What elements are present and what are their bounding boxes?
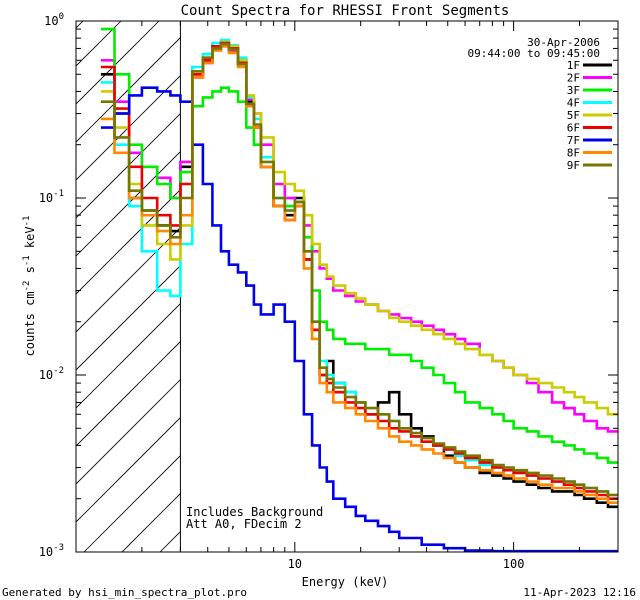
legend-label-6F: 6F xyxy=(567,122,580,135)
hatch-line xyxy=(76,21,84,29)
legend-label-1F: 1F xyxy=(567,59,580,72)
plot-frame xyxy=(75,20,619,553)
x-tick-label: 10 xyxy=(288,557,302,571)
date-label: 30-Apr-2006 xyxy=(527,36,600,49)
hatch-line xyxy=(0,21,7,552)
hatch-line xyxy=(76,417,181,523)
footer-timestamp: 11-Apr-2023 12:16 xyxy=(523,586,636,599)
hatch-line xyxy=(76,37,181,143)
series-line-2F xyxy=(100,45,618,433)
hatch-line xyxy=(83,455,181,552)
hatch-line xyxy=(274,21,640,552)
footer-generated-by: Generated by hsi_min_spectra_plot.pro xyxy=(2,586,247,599)
hatch-line xyxy=(76,189,181,295)
y-tick-label: 100 xyxy=(44,12,64,28)
chart-title: Count Spectra for RHESSI Front Segments xyxy=(181,3,510,19)
series-line-7F xyxy=(100,86,618,552)
legend-label-7F: 7F xyxy=(567,134,580,147)
series-layer xyxy=(100,27,618,552)
hatch-line xyxy=(76,227,181,333)
legend-label-9F: 9F xyxy=(567,159,580,172)
y-axis-label: counts cm-2 s-1 keV-1 xyxy=(22,216,37,357)
series-line-8F xyxy=(100,45,618,504)
legend-label-8F: 8F xyxy=(567,147,580,160)
hatch-line xyxy=(76,265,181,371)
x-tick-label: 100 xyxy=(503,557,525,571)
y-tick-label: 10-2 xyxy=(39,366,64,382)
legend-label-3F: 3F xyxy=(567,84,580,97)
hatch-line xyxy=(76,379,181,485)
axis-ticks: 10 100 10-3 10-2 10-1 100 xyxy=(39,12,619,571)
hatch-line xyxy=(121,493,181,552)
annotation-background: Includes Background xyxy=(186,505,323,519)
series-line-6F xyxy=(100,41,618,500)
legend-label-4F: 4F xyxy=(567,97,580,110)
y-tick-label: 10-3 xyxy=(39,543,64,559)
hatch-line xyxy=(76,75,181,181)
y-tick-label: 10-1 xyxy=(39,189,64,205)
annotation-attenuator: Att A0, FDecim 2 xyxy=(186,517,302,531)
series-line-3F xyxy=(100,27,618,464)
series-line-5F xyxy=(100,40,618,416)
attenuator-hatch-region xyxy=(0,21,640,552)
hatch-line xyxy=(76,303,181,409)
hatch-line xyxy=(76,113,181,219)
x-axis-label: Energy (keV) xyxy=(302,575,389,589)
series-line-9F xyxy=(100,42,618,497)
legend-label-2F: 2F xyxy=(567,72,580,85)
time-range-label: 09:44:00 to 09:45:00 xyxy=(468,47,600,60)
legend-label-5F: 5F xyxy=(567,109,580,122)
